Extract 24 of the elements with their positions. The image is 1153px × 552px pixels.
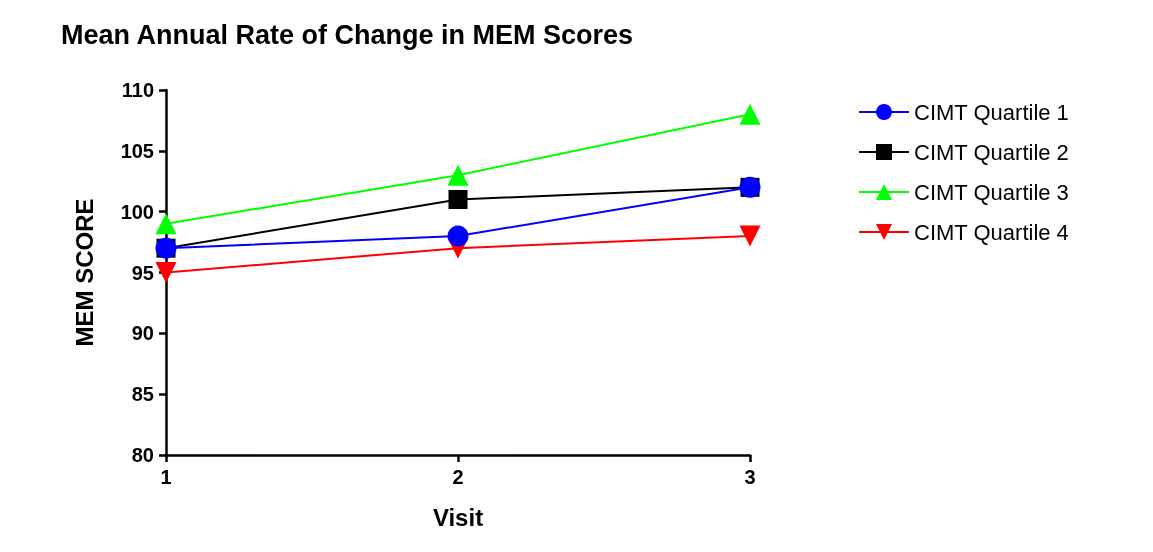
y-tick-label: 80 bbox=[131, 444, 154, 466]
x-tick-label: 3 bbox=[744, 466, 756, 488]
point bbox=[155, 213, 177, 235]
y-tick-label: 85 bbox=[131, 383, 154, 406]
point bbox=[739, 225, 761, 247]
point bbox=[447, 164, 469, 186]
x-tick-label: 2 bbox=[452, 466, 464, 488]
y-tick-label: 105 bbox=[120, 139, 154, 162]
x-tick-label: 1 bbox=[160, 466, 172, 488]
legend-label: CIMT Quartile 4 bbox=[914, 219, 1069, 245]
y-tick-label: 100 bbox=[120, 200, 154, 223]
legend-label: CIMT Quartile 3 bbox=[914, 179, 1069, 205]
y-tick-label: 90 bbox=[131, 322, 154, 345]
chart-title: Mean Annual Rate of Change in MEM Scores bbox=[61, 19, 634, 50]
point bbox=[448, 190, 468, 209]
point bbox=[155, 262, 177, 283]
legend-label: CIMT Quartile 2 bbox=[914, 139, 1069, 165]
y-axis-title: MEM SCORE bbox=[70, 198, 98, 347]
legend-label: CIMT Quartile 1 bbox=[914, 99, 1069, 125]
point bbox=[447, 225, 469, 247]
point bbox=[739, 103, 761, 125]
x-axis-title: Visit bbox=[432, 503, 484, 531]
y-tick-label: 110 bbox=[121, 79, 154, 101]
y-tick-label: 95 bbox=[131, 261, 154, 284]
